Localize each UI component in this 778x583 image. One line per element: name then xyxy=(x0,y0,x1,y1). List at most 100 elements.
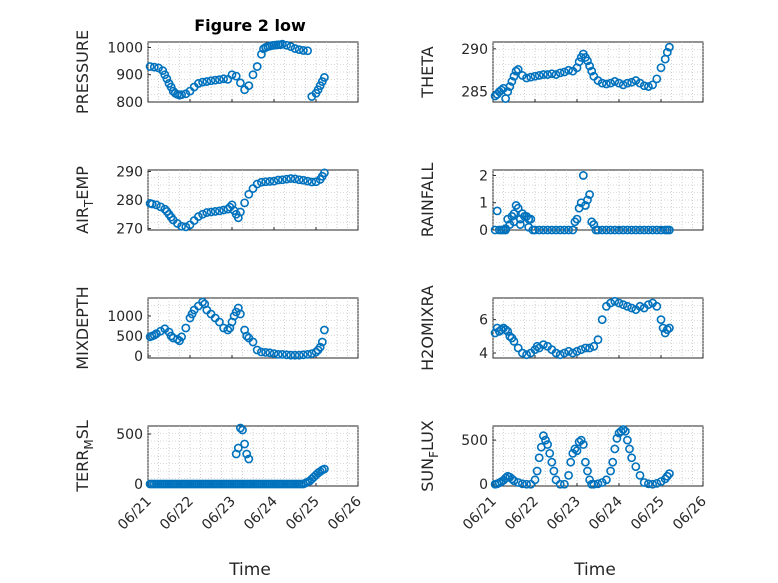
data-point xyxy=(639,81,649,91)
data-point xyxy=(162,74,172,84)
data-point xyxy=(248,70,258,80)
data-point xyxy=(219,323,228,333)
data-point xyxy=(656,315,666,325)
data-point xyxy=(534,225,544,235)
y-axis-label: RAINFALL xyxy=(418,163,437,238)
data-point xyxy=(202,77,212,86)
data-point xyxy=(518,479,527,489)
data-point xyxy=(233,443,243,453)
data-point xyxy=(507,474,517,484)
data-point xyxy=(492,206,502,216)
data-point xyxy=(648,225,657,235)
data-point xyxy=(568,225,578,235)
data-point xyxy=(286,350,296,360)
data-point xyxy=(277,349,287,359)
data-point xyxy=(530,475,540,485)
data-point xyxy=(294,175,304,185)
y-label-part: SL xyxy=(73,420,92,439)
data-point xyxy=(265,348,275,358)
data-point xyxy=(585,190,594,199)
data-point xyxy=(145,62,155,71)
data-point xyxy=(627,303,636,313)
data-point xyxy=(513,478,523,487)
data-point xyxy=(623,435,632,445)
data-point xyxy=(503,326,513,336)
data-point xyxy=(612,433,622,443)
y-tick-label: 4 xyxy=(479,346,488,362)
data-point xyxy=(244,81,254,91)
data-point xyxy=(277,175,287,185)
data-point xyxy=(623,78,632,88)
y-axis-label: SUNFLUX xyxy=(418,420,441,492)
y-label-part: TERR xyxy=(73,450,92,493)
y-tick-label: 1 xyxy=(479,196,488,212)
data-point xyxy=(193,79,203,88)
data-point xyxy=(543,70,552,79)
data-point xyxy=(252,62,262,71)
data-point xyxy=(303,46,312,56)
data-point xyxy=(665,225,674,235)
data-point xyxy=(238,425,247,435)
data-point xyxy=(602,79,611,89)
data-point xyxy=(570,444,580,454)
data-point xyxy=(198,209,207,219)
data-point xyxy=(547,69,557,79)
data-point xyxy=(639,225,649,235)
data-point xyxy=(656,225,666,235)
data-point xyxy=(541,435,550,445)
data-point xyxy=(635,471,645,480)
data-point xyxy=(534,453,544,463)
y-tick-label: 0 xyxy=(479,477,488,493)
data-point xyxy=(578,171,588,180)
data-point xyxy=(593,225,603,235)
data-point xyxy=(589,220,599,229)
data-point xyxy=(307,177,317,187)
data-point xyxy=(193,212,203,221)
data-point xyxy=(505,82,515,91)
data-point xyxy=(631,225,641,235)
data-point xyxy=(644,225,653,235)
y-tick-label: 270 xyxy=(116,222,143,238)
data-point xyxy=(509,476,519,486)
data-point xyxy=(631,462,641,471)
data-point xyxy=(608,457,618,467)
y-tick-label: 280 xyxy=(116,193,143,209)
data-point xyxy=(589,479,599,489)
panel-2: 285 290 THETA xyxy=(418,41,704,103)
y-label-part: EMP xyxy=(73,166,92,200)
data-point xyxy=(555,68,565,78)
y-tick-label: 800 xyxy=(116,95,143,111)
data-point xyxy=(620,426,630,436)
data-point xyxy=(530,71,540,81)
data-point xyxy=(147,199,157,209)
data-point xyxy=(585,343,594,353)
data-point xyxy=(662,47,672,57)
data-point xyxy=(652,478,662,488)
data-point xyxy=(665,469,674,479)
y-axis-label: AIRTEMP xyxy=(73,166,96,234)
y-label-subscript: T xyxy=(82,199,96,208)
data-point xyxy=(614,298,624,308)
data-point xyxy=(560,479,569,489)
data-point xyxy=(522,73,531,83)
data-point xyxy=(261,177,270,187)
data-point xyxy=(539,431,548,441)
y-label-part: AIR xyxy=(73,207,92,234)
data-point xyxy=(252,179,262,189)
data-point xyxy=(290,350,300,360)
data-point xyxy=(235,78,245,88)
data-point xyxy=(555,350,565,360)
data-point xyxy=(294,45,304,55)
data-point xyxy=(311,177,321,187)
data-point xyxy=(303,176,312,186)
data-point xyxy=(589,341,599,351)
data-point xyxy=(235,207,245,217)
data-point xyxy=(509,209,519,219)
data-point xyxy=(606,298,615,308)
y-axis-label: TERRMSL xyxy=(73,420,96,493)
data-point xyxy=(549,466,559,476)
data-point xyxy=(560,348,569,358)
data-point xyxy=(303,349,312,359)
data-point xyxy=(290,44,300,53)
data-point xyxy=(319,464,329,474)
